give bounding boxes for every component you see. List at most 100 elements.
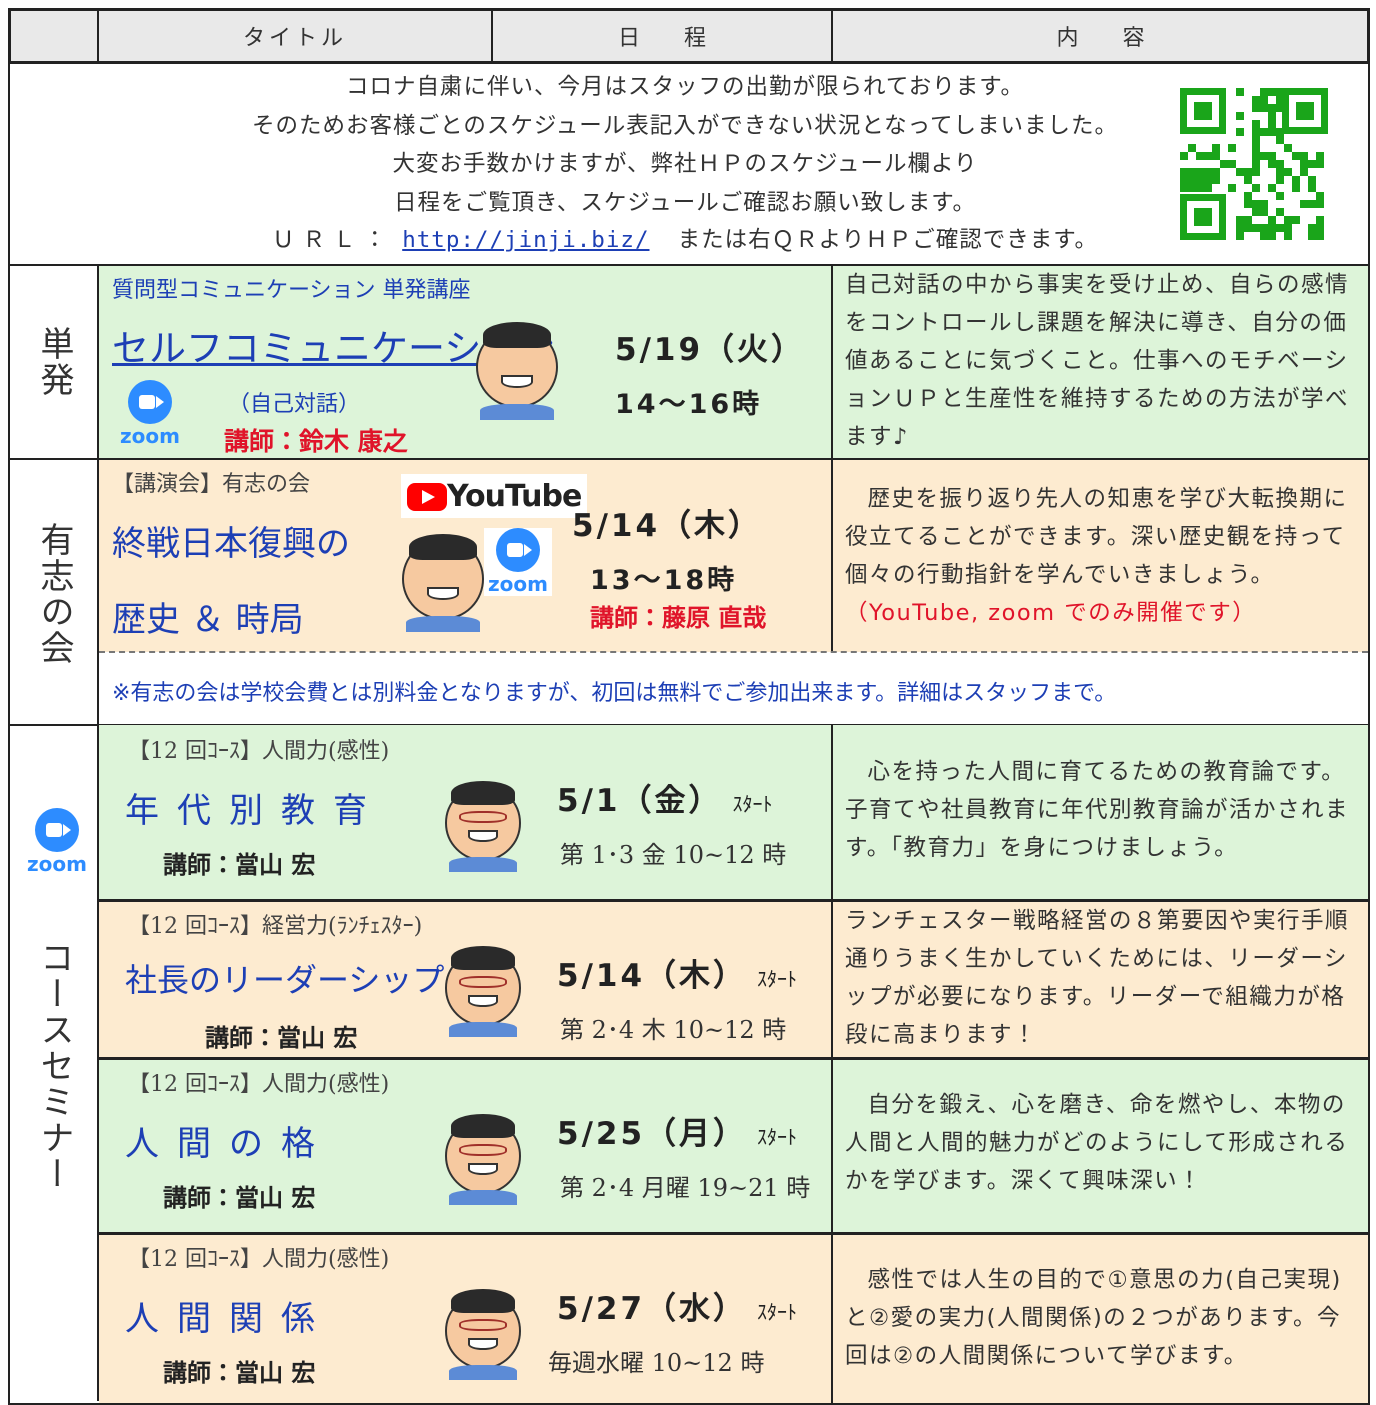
qr-code xyxy=(1180,88,1328,240)
notice-lines: コロナ自粛に伴い、今月はスタッフの出勤が限られております。 そのためお客様ごとのス… xyxy=(150,68,1220,222)
zoom-icon: zoom xyxy=(484,528,552,596)
date: 5/1（金） xyxy=(557,783,723,819)
qr-module xyxy=(1308,200,1316,208)
date: 5/19（火） xyxy=(615,332,806,368)
qr-module xyxy=(1316,224,1324,232)
time: 14～16時 xyxy=(615,389,763,420)
qr-module xyxy=(1284,216,1292,224)
date: 5/27（水） xyxy=(557,1291,748,1327)
qr-module xyxy=(1276,168,1284,176)
url-line: ＵＲＬ： http://jinji.biz/ または右ＱＲよりＨＰご確認できます… xyxy=(150,222,1220,254)
glasses xyxy=(458,811,508,824)
start: ｽﾀｰﾄ xyxy=(757,1300,798,1324)
description: 自分を鍛え、心を磨き、命を燃やし、本物の人間と人間的魅力がどのようにして形成され… xyxy=(845,1092,1349,1194)
notice-line: 日程をご覧頂き、スケジュールご確認お願い致します。 xyxy=(393,189,977,216)
qr-module xyxy=(1252,144,1260,152)
tag: 【12 回ｺｰｽ】人間力(感性) xyxy=(128,1247,390,1272)
qr-module xyxy=(1316,160,1324,168)
qr-module xyxy=(1268,88,1276,96)
hair xyxy=(451,780,515,806)
qr-module xyxy=(1260,224,1268,232)
col-divider xyxy=(831,725,833,900)
col-divider xyxy=(97,264,99,460)
schedule: 毎週水曜 10~12 時 xyxy=(548,1349,765,1377)
qr-module xyxy=(1252,160,1260,168)
row-divider xyxy=(98,1057,1370,1060)
qr-module xyxy=(1212,152,1220,160)
qr-module xyxy=(1316,192,1324,200)
qr-module xyxy=(1236,232,1244,240)
tag: 【12 回ｺｰｽ】経営力(ﾗﾝﾁｪｽﾀｰ) xyxy=(128,914,423,939)
qr-module xyxy=(1252,168,1260,176)
qr-module xyxy=(1236,112,1244,120)
qr-module xyxy=(1268,104,1276,112)
note: ※有志の会は学校会費とは別料金となりますが、初回は無料でご参加出来ます。詳細はス… xyxy=(112,681,1117,706)
qr-module xyxy=(1308,160,1316,168)
qr-module xyxy=(1276,128,1284,136)
qr-module xyxy=(1204,176,1212,184)
smile xyxy=(467,1338,499,1350)
caricature xyxy=(445,1285,521,1380)
qr-module xyxy=(1284,168,1292,176)
qr-module xyxy=(1228,144,1236,152)
qr-module xyxy=(1252,120,1260,128)
row-label: 有志の会 xyxy=(34,522,74,666)
volunteer-bg xyxy=(98,460,1368,652)
hair xyxy=(451,1113,515,1139)
hair xyxy=(451,945,515,971)
course-bg xyxy=(99,1233,1368,1403)
qr-module xyxy=(1260,96,1268,104)
qr-module xyxy=(1212,144,1220,152)
qr-module xyxy=(1180,184,1188,192)
date-line: 5/1（金） ｽﾀｰﾄ xyxy=(557,775,772,820)
qr-module xyxy=(1196,152,1204,160)
qr-module xyxy=(1316,216,1324,224)
glasses xyxy=(458,1319,508,1332)
qr-module xyxy=(1260,104,1268,112)
qr-module xyxy=(1300,200,1308,208)
row-label: 単発 xyxy=(34,326,74,398)
qr-module xyxy=(1212,168,1220,176)
qr-module xyxy=(1180,152,1188,160)
qr-module xyxy=(1268,184,1276,192)
subtitle: 質問型コミュニケーション 単発講座 xyxy=(112,278,471,303)
qr-module xyxy=(1204,168,1212,176)
qr-module xyxy=(1244,168,1252,176)
notice-line: そのためお客様ごとのスケジュール表記入ができない状況となってしまいました。 xyxy=(252,112,1118,139)
qr-module xyxy=(1244,224,1252,232)
notice-box xyxy=(8,62,1370,266)
smile xyxy=(426,587,460,600)
lecturer: 講師：當山 宏 xyxy=(205,1024,358,1052)
subtitle2: （自己対話） xyxy=(228,392,361,417)
qr-module xyxy=(1204,184,1212,192)
qr-module xyxy=(1236,128,1244,136)
tag: 【講演会】有志の会 xyxy=(112,472,311,497)
qr-module xyxy=(1252,136,1260,144)
qr-module xyxy=(1196,168,1204,176)
qr-module xyxy=(1228,160,1236,168)
col-divider xyxy=(831,1058,833,1233)
body xyxy=(406,616,480,633)
url[interactable]: http://jinji.biz/ xyxy=(402,227,650,253)
hair xyxy=(482,322,552,349)
qr-module xyxy=(1194,102,1212,120)
qr-module xyxy=(1292,184,1300,192)
caricature xyxy=(402,530,484,633)
caricature xyxy=(445,1110,521,1205)
qr-module xyxy=(1284,224,1292,232)
dashed-divider xyxy=(99,651,1368,653)
qr-module xyxy=(1244,200,1252,208)
qr-module xyxy=(1252,128,1260,136)
description: 心を持った人間に育てるための教育論です。子育てや社員教育に年代別教育論が活かされ… xyxy=(845,759,1350,861)
qr-module xyxy=(1252,208,1260,216)
start: ｽﾀｰﾄ xyxy=(757,967,798,991)
glasses xyxy=(458,976,508,989)
lecturer: 講師：當山 宏 xyxy=(163,1359,316,1387)
title-line: 歴史 ＆ 時局 xyxy=(112,600,304,640)
qr-module xyxy=(1260,88,1268,96)
header-cell: タイトル xyxy=(242,26,347,51)
qr-module xyxy=(1252,104,1260,112)
qr-module xyxy=(1260,128,1268,136)
description-text: 歴史を振り返り先人の知恵を学び大転換期に役立てることができます。深い歴史観を持っ… xyxy=(845,486,1348,588)
youtube-play xyxy=(407,482,447,511)
